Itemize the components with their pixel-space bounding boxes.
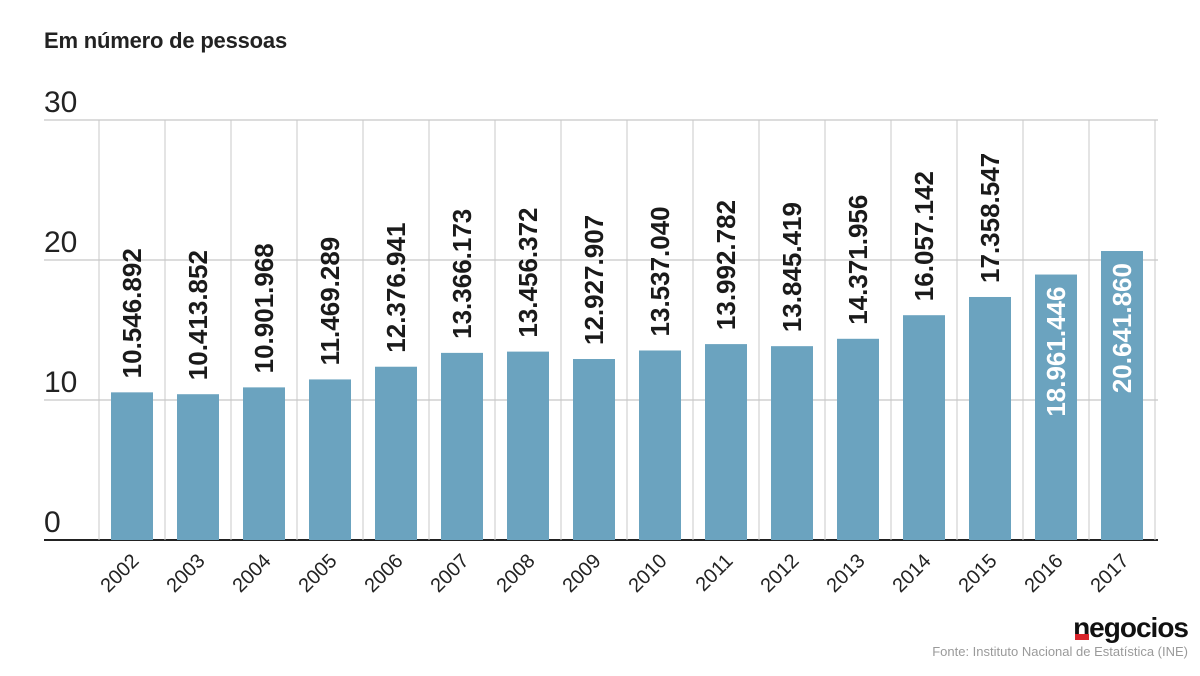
y-tick-label: 20 — [44, 226, 77, 259]
x-tick-label: 2005 — [295, 550, 342, 597]
bar — [639, 350, 681, 540]
x-tick-label: 2013 — [823, 550, 870, 597]
bar-value-label: 20.641.860 — [1107, 263, 1137, 393]
bar-value-label: 12.376.941 — [381, 223, 411, 353]
bar-value-label: 10.546.892 — [117, 248, 147, 378]
bar — [837, 338, 879, 540]
bar-value-label: 10.901.968 — [249, 243, 279, 373]
bar-value-label: 13.845.419 — [777, 202, 807, 332]
bar — [573, 359, 615, 540]
x-axis-tick-labels: 2002 2003 2004 2005 2006 2007 2008 2009 2010 2011… — [97, 550, 1134, 597]
brand-name: negocios — [1073, 612, 1189, 643]
bar-value-label: 12.927.907 — [579, 215, 609, 345]
source-note: Fonte: Instituto Nacional de Estatística… — [932, 644, 1188, 659]
bar — [441, 352, 483, 540]
x-tick-label: 2016 — [1021, 550, 1068, 597]
bar-value-label: 13.992.782 — [711, 200, 741, 330]
bar-value-label: 13.366.173 — [447, 209, 477, 339]
x-tick-label: 2011 — [692, 550, 738, 596]
x-tick-label: 2010 — [625, 550, 672, 597]
bar — [969, 296, 1011, 540]
brand-accent-mark — [1075, 634, 1090, 640]
bar — [705, 344, 747, 540]
bar-value-label: 13.537.040 — [645, 206, 675, 336]
x-tick-label: 2009 — [559, 550, 606, 597]
bar-value-label: 16.057.142 — [909, 171, 939, 301]
bar — [771, 346, 813, 540]
x-tick-label: 2014 — [889, 550, 936, 597]
y-tick-label: 0 — [44, 506, 61, 539]
bar — [903, 315, 945, 540]
bar-value-label: 11.469.289 — [315, 237, 345, 366]
bar-layer — [111, 251, 1143, 540]
x-tick-label: 2012 — [757, 550, 804, 597]
x-tick-label: 2006 — [361, 550, 408, 597]
bar — [375, 366, 417, 540]
bar-value-label: 13.456.372 — [513, 207, 543, 337]
y-axis-tick-labels: 0 10 20 30 — [44, 86, 77, 539]
bar — [507, 351, 549, 540]
x-tick-label: 2008 — [493, 550, 540, 597]
y-tick-label: 10 — [44, 366, 77, 399]
bar — [309, 379, 351, 540]
x-tick-label: 2004 — [229, 550, 276, 597]
bar — [243, 387, 285, 540]
bar — [111, 392, 153, 540]
bar-value-label: 10.413.852 — [183, 250, 213, 380]
x-tick-label: 2015 — [955, 550, 1002, 597]
y-tick-label: 30 — [44, 86, 77, 119]
x-tick-label: 2002 — [97, 550, 144, 597]
bar-value-label: 18.961.446 — [1041, 287, 1071, 417]
bar — [1035, 274, 1077, 540]
bar-value-label: 14.371.956 — [843, 195, 873, 325]
bar — [1101, 251, 1143, 540]
bar-value-label: 17.358.547 — [975, 153, 1005, 283]
x-tick-label: 2003 — [163, 550, 210, 597]
chart-subtitle: Em número de pessoas — [44, 28, 287, 53]
brand-logo: negocios — [1073, 612, 1189, 644]
data-label-layer: 10.546.892 10.413.852 10.901.968 11.469.289… — [117, 153, 1137, 417]
x-tick-label: 2007 — [427, 550, 474, 597]
x-tick-label: 2017 — [1087, 550, 1134, 597]
bar — [177, 394, 219, 540]
